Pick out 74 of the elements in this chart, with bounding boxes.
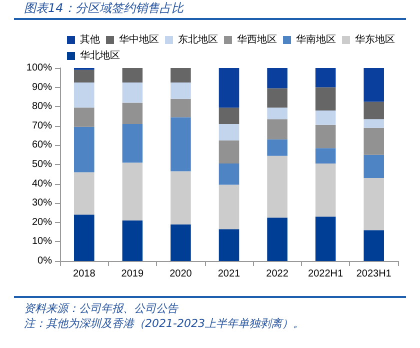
x-tick-label: 2023H1 — [356, 268, 392, 280]
y-tick-label: 70% — [32, 120, 52, 132]
x-tick-label: 2020 — [170, 268, 192, 280]
bar — [315, 110, 336, 125]
bar — [122, 82, 143, 103]
legend-label: 华东地区 — [355, 34, 395, 46]
y-tick-label: 10% — [32, 236, 52, 248]
bar — [364, 102, 384, 120]
bar — [218, 184, 240, 230]
y-tick-label: 40% — [32, 178, 52, 190]
bar — [170, 68, 191, 82]
legend-label: 其他 — [80, 34, 100, 46]
text: 资料来源：公司年报、公司公告 — [24, 301, 180, 316]
bar — [170, 117, 191, 172]
bar — [122, 68, 143, 82]
bar — [315, 87, 336, 110]
bar — [74, 82, 94, 108]
bar — [315, 216, 336, 261]
y-tick-label: 100% — [26, 62, 52, 74]
y-tick-label: 90% — [32, 82, 52, 93]
bar — [267, 88, 288, 108]
bar — [218, 68, 240, 108]
bar — [218, 124, 240, 140]
bar — [74, 70, 94, 82]
x-tick-label: 2021 — [218, 268, 241, 280]
bar — [267, 68, 288, 88]
bar — [122, 102, 143, 124]
y-tick-label: 50% — [32, 159, 52, 170]
bar — [267, 108, 288, 120]
bar — [122, 220, 143, 261]
legend-label: 华北地区 — [80, 50, 120, 62]
bar — [74, 108, 94, 127]
bar — [170, 98, 191, 118]
x-tick-label: 2019 — [121, 268, 144, 280]
bar — [315, 68, 336, 88]
x-tick-label: 2022 — [266, 268, 289, 280]
bar — [122, 162, 143, 220]
bar — [218, 164, 240, 185]
bar — [170, 82, 191, 99]
y-tick-label: 60% — [32, 140, 52, 151]
bar — [364, 178, 384, 230]
bar — [267, 156, 288, 218]
x-tick-label: 2018 — [73, 268, 96, 280]
bar — [74, 126, 94, 172]
bar — [74, 214, 94, 261]
y-tick-label: 30% — [32, 198, 52, 209]
bar — [315, 124, 336, 148]
bar — [170, 224, 191, 261]
bar — [364, 230, 384, 261]
bar — [315, 148, 336, 164]
legend-label: 华中地区 — [119, 34, 159, 46]
bar — [170, 171, 191, 224]
bar — [364, 68, 384, 102]
bar — [74, 172, 94, 215]
chart-title: 图表14：分区域签约销售占比 — [24, 0, 184, 17]
legend-label: 华南地区 — [296, 34, 336, 46]
bar — [364, 128, 384, 155]
bar — [122, 124, 143, 163]
bar — [218, 229, 240, 261]
bar — [218, 140, 240, 164]
y-tick-label: 20% — [32, 216, 52, 228]
bar — [218, 108, 240, 124]
bar — [364, 119, 384, 128]
y-tick-label: 0% — [38, 256, 52, 266]
bar — [267, 119, 288, 140]
bar — [364, 154, 384, 178]
y-tick-label: 80% — [32, 101, 52, 112]
bar — [315, 164, 336, 217]
legend-label: 东北地区 — [178, 34, 218, 46]
x-tick-label: 2022H1 — [308, 268, 344, 280]
text: 注：其他为深圳及香港（2021-2023上半年单独剥离）。 — [24, 316, 304, 331]
bar — [267, 139, 288, 156]
legend-label: 华西地区 — [237, 34, 277, 46]
bar — [267, 218, 288, 261]
